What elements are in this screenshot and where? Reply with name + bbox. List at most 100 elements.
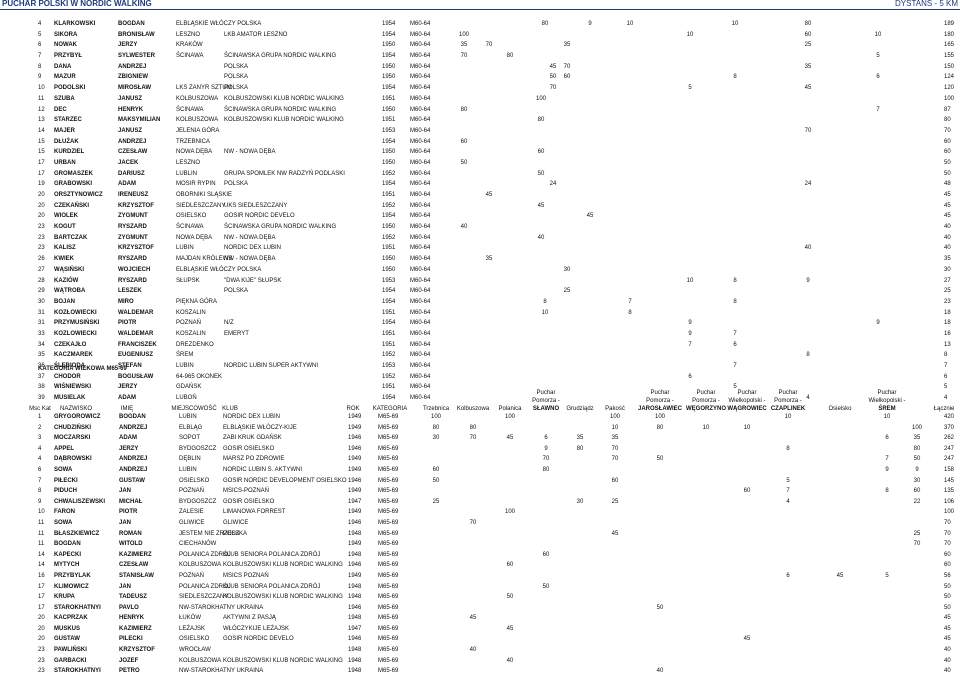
- header-pomorza3-line: Pomorza -: [692, 398, 720, 404]
- header-trzebnica: Trzebnica: [422, 406, 450, 412]
- year-cell: 1954: [382, 298, 396, 305]
- club-cell: EMERYT: [224, 330, 249, 337]
- total-cell: 70: [944, 519, 951, 526]
- year-cell: 1951: [382, 330, 396, 337]
- club-cell: KOLBUSZOWSKI KLUB NORDIC WALKING: [223, 657, 343, 664]
- points-cell: 9: [806, 277, 810, 284]
- points-cell: 8: [786, 445, 790, 452]
- row-content: 4 KLARKOWSKI BOGDAN ELBLĄSKIE WŁÓCZY POLSKA…: [0, 19, 960, 30]
- firstname-cell: WALDEMAR: [118, 309, 154, 316]
- lastname-cell: PIDUCH: [54, 488, 78, 495]
- lastname-cell: GARBACKI: [54, 657, 87, 664]
- total-cell: 370: [944, 424, 955, 431]
- position-cell: 26: [38, 256, 45, 263]
- row-content: 36 ŚLEBIODA STEFAN LUBIN NORDIC LUBIN SUPER …: [0, 361, 960, 372]
- firstname-cell: JAN: [119, 488, 132, 495]
- firstname-cell: PAVLO: [119, 604, 139, 611]
- row-content: 13 STARZEC MAKSYMILIAN KOLBUSZOWA KOLBUSZOWS…: [0, 115, 960, 126]
- firstname-cell: LESZEK: [118, 288, 142, 295]
- header-wlkp1-line: WĄGROWIEC: [727, 406, 767, 412]
- city-cell: KOSZALIN: [176, 330, 206, 337]
- city-cell: SOPOT: [179, 435, 201, 442]
- row-content: 20 GUSTAW PILECKI OSIELSKO GOSIR NORDIC DEVE…: [0, 634, 960, 645]
- firstname-cell: PILECKI: [119, 636, 143, 643]
- year-cell: 1954: [382, 395, 396, 402]
- points-cell: 100: [504, 509, 515, 516]
- total-cell: 247: [944, 456, 955, 463]
- table-row: 11 SZUBA JANUSZ KOLBUSZOWA KOLBUSZOWSKI KLUB…: [0, 94, 960, 105]
- category-cell: M60-64: [410, 288, 431, 295]
- category-cell: M60-64: [410, 138, 431, 145]
- position-cell: 11: [38, 530, 45, 537]
- club-cell: POLSKA: [224, 85, 249, 92]
- table-row: 13 STARZEC MAKSYMILIAN KOLBUSZOWA KOLBUSZOWS…: [0, 115, 960, 126]
- page-title: PUCHAR POLSKI W NORDIC WALKING: [2, 0, 152, 8]
- points-cell: 80: [460, 106, 468, 113]
- row-content: 23 STAROKHATNYI PETRO NW-STAROKHATNY UKRAIN…: [0, 666, 960, 677]
- points-cell: 6: [733, 341, 737, 348]
- position-cell: 20: [38, 202, 45, 209]
- points-cell: 50: [656, 604, 664, 611]
- category-cell: M60-64: [410, 95, 431, 102]
- points-cell: 70: [913, 541, 921, 548]
- total-cell: 40: [944, 647, 951, 654]
- year-cell: 1946: [348, 435, 362, 442]
- club-cell: NORDIC DEX LUBIN: [224, 245, 282, 252]
- city-cell: DREZDENKO: [176, 341, 214, 348]
- points-cell: 40: [537, 234, 545, 241]
- total-cell: 45: [944, 213, 951, 220]
- table-row: 27 WĄSIŃSKI WOJCIECH ELBLĄSKIE WŁÓCZY POLSK…: [0, 265, 960, 276]
- year-cell: 1954: [382, 138, 396, 145]
- points-cell: 10: [686, 31, 694, 38]
- total-cell: 16: [944, 330, 951, 337]
- firstname-cell: EUGENIUSZ: [118, 352, 154, 359]
- position-cell: 19: [38, 181, 45, 188]
- points-cell: 35: [804, 63, 812, 70]
- category-cell: M65-69: [378, 594, 399, 601]
- points-cell: 100: [504, 414, 515, 420]
- firstname-cell: MIRO: [118, 298, 134, 305]
- points-cell: 5: [688, 85, 692, 92]
- category-cell: M65-69: [378, 456, 399, 463]
- club-cell: KOLBUSZOWSKI KLUB NORDIC WALKING: [224, 95, 344, 102]
- lastname-cell: CZEKAŃSKI: [54, 202, 90, 209]
- position-cell: 14: [38, 551, 45, 558]
- position-cell: 34: [38, 341, 45, 348]
- city-cell: LUBLIN: [176, 170, 198, 177]
- position-cell: 31: [38, 320, 45, 327]
- table-row: 8 DANA ANDRZEJ POLSKA 1950 M60-64 45 70 35 150: [0, 62, 960, 73]
- year-cell: 1954: [382, 213, 396, 220]
- lastname-cell: SIKORA: [54, 31, 78, 38]
- table-row: 10 PODOLSKI MIROSŁAW LKS ZANYR SZTUM POLSKA 1…: [0, 83, 960, 94]
- table-row: 15 DŁUŻAK ANDRZEJ TRZEBNICA 1954 M60-64 60 60: [0, 137, 960, 148]
- city-cell: OSIELSKO: [176, 213, 207, 220]
- city-cell: POLANICA ZDRÓJ: [179, 583, 231, 590]
- table-row: 17 KRUPA TADEUSZ SIEDLESZCZANY KOLBUSZOWSKI …: [0, 592, 960, 603]
- club-cell: POLSKA: [223, 530, 248, 537]
- total-cell: 40: [944, 245, 951, 252]
- club-cell: ŚCINAWSKA GRUPA NORDIC WALKING: [224, 224, 337, 231]
- lastname-cell: CHUDZIŃSKI: [54, 424, 91, 431]
- points-cell: 70: [611, 456, 619, 463]
- city-cell: SIEDLESZCZANY: [179, 594, 229, 601]
- points-cell: 45: [506, 435, 514, 442]
- row-content: 11 SZUBA JANUSZ KOLBUSZOWA KOLBUSZOWSKI KLUB…: [0, 94, 960, 105]
- header-wlkp2-line: ŚREM: [878, 406, 896, 412]
- header-lacznie: Łącznie: [933, 406, 955, 412]
- category-cell: M65-69: [378, 604, 399, 611]
- city-cell: POZNAŃ: [179, 488, 205, 495]
- points-cell: 60: [611, 477, 619, 484]
- club-cell: MARSZ PO ZDROWIE: [223, 456, 285, 463]
- header-imie: IMIĘ: [120, 406, 134, 412]
- club-cell: KOLBUSZOWSKI KLUB NORDIC WALKING: [223, 594, 343, 601]
- points-cell: 4: [786, 498, 790, 505]
- points-cell: 45: [469, 615, 477, 622]
- category-cell: M60-64: [410, 159, 431, 166]
- total-cell: 45: [944, 192, 951, 198]
- points-cell: 5: [876, 53, 880, 60]
- table-row: 20 CZEKAŃSKI KRZYSZTOF SIEDLESZCZANY UKS SIE…: [0, 201, 960, 212]
- total-cell: 70: [944, 127, 951, 134]
- firstname-cell: WITOLD: [119, 541, 143, 548]
- club-cell: KLUB SENIORA POLANICA ZDRÓJ: [223, 551, 321, 558]
- table-row: 35 KACZMAREK EUGENIUSZ ŚREM 1952 M60-64 8 8: [0, 350, 960, 361]
